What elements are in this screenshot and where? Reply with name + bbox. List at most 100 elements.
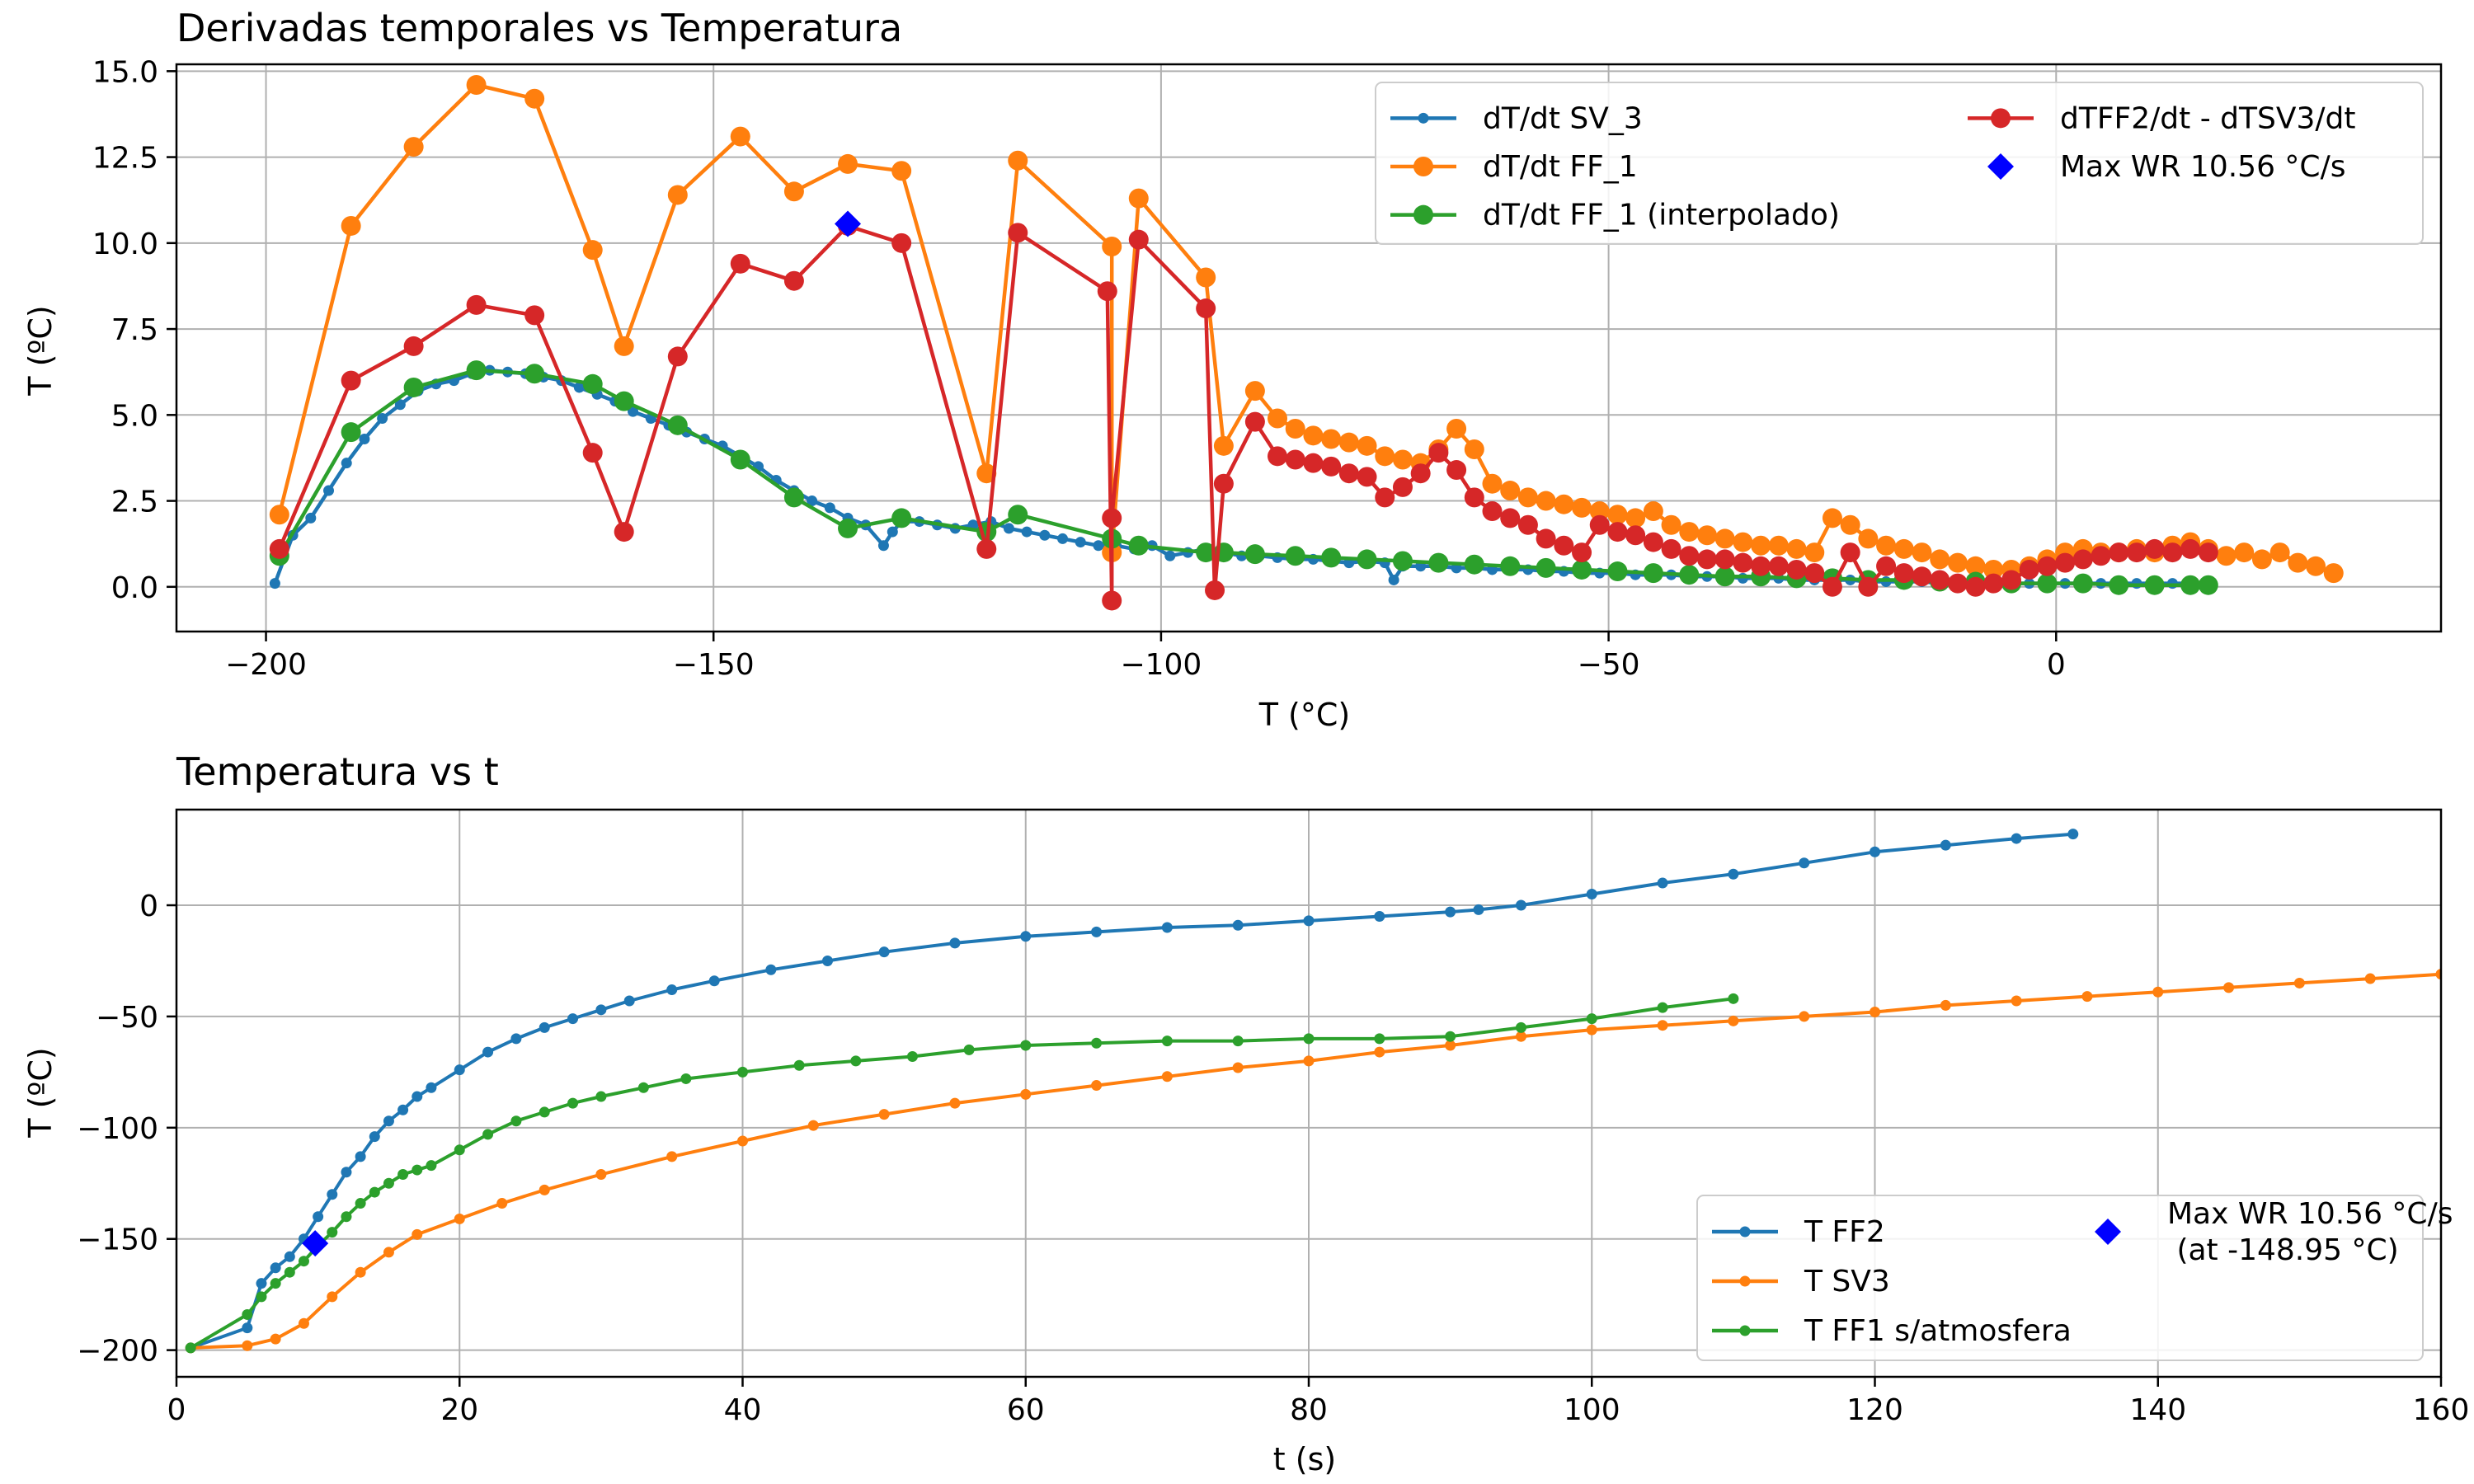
derivadas-data-point bbox=[1268, 408, 1288, 429]
derivadas-data-point bbox=[1003, 523, 1014, 534]
temperatura-data-point bbox=[2081, 991, 2093, 1003]
derivadas-data-point bbox=[2198, 542, 2218, 563]
temperatura-data-point bbox=[1728, 993, 1739, 1004]
temperatura-y-tick-label: 0 bbox=[139, 890, 158, 923]
derivadas-data-point bbox=[1661, 538, 1681, 559]
derivadas-data-point bbox=[1388, 574, 1399, 585]
derivadas-data-point bbox=[614, 391, 634, 411]
derivadas-data-point bbox=[1858, 576, 1879, 597]
derivadas-data-point bbox=[1679, 522, 1700, 542]
temperatura-data-point bbox=[1091, 926, 1103, 937]
derivadas-data-point bbox=[1357, 549, 1377, 570]
temperatura-x-tick-label: 140 bbox=[2129, 1393, 2186, 1427]
temperatura-series-0 bbox=[185, 829, 2079, 1354]
derivadas-data-point bbox=[887, 526, 898, 538]
derivadas-data-point bbox=[1589, 514, 1610, 535]
derivadas-data-point bbox=[1733, 532, 1753, 552]
temperatura-x-tick-label: 80 bbox=[1290, 1393, 1328, 1427]
derivadas-data-point bbox=[807, 495, 818, 507]
derivadas-data-point bbox=[1607, 522, 1628, 542]
derivadas-data-point bbox=[341, 422, 361, 443]
temperatura-data-point bbox=[1091, 1080, 1103, 1092]
temperatura-data-point bbox=[369, 1131, 380, 1143]
derivadas-legend-box bbox=[1375, 82, 2424, 245]
derivadas-data-point bbox=[891, 161, 912, 181]
derivadas-data-point bbox=[1930, 570, 1950, 590]
chart-temperatura-legend: T FF2 T SV3 T FF1 s/atmosfera Max WR 10.56 … bbox=[1696, 1195, 2453, 1361]
derivadas-y-tick-label: 0.0 bbox=[111, 571, 158, 605]
derivadas-data-point bbox=[1213, 473, 1234, 494]
derivadas-data-point bbox=[1021, 526, 1032, 538]
derivadas-data-point bbox=[1893, 538, 1914, 559]
derivadas-data-point bbox=[614, 522, 634, 542]
temperatura-data-point bbox=[595, 1168, 607, 1180]
derivadas-data-point bbox=[2198, 575, 2218, 595]
derivadas-data-point bbox=[269, 578, 280, 589]
derivadas-data-point bbox=[1679, 546, 1700, 566]
temperatura-data-point bbox=[341, 1167, 352, 1178]
temperatura-data-point bbox=[680, 1073, 692, 1084]
temperatura-data-point bbox=[666, 1151, 678, 1162]
derivadas-data-point bbox=[1554, 535, 1574, 556]
temperatura-x-tick-label: 0 bbox=[167, 1393, 186, 1427]
derivadas-legend-marker bbox=[1413, 157, 1433, 176]
derivadas-x-tick-label: −50 bbox=[1578, 648, 1640, 682]
derivadas-data-point bbox=[1572, 542, 1592, 563]
chart-derivadas-ticks: −200 −150 −100 −50 0 0.0 2.5 5.0 7.5 10.0 12.5 15.0 bbox=[92, 55, 2066, 682]
derivadas-data-point bbox=[1804, 542, 1825, 563]
derivadas-x-tick-label: −150 bbox=[673, 648, 755, 682]
derivadas-data-point bbox=[1536, 491, 1556, 511]
temperatura-data-point bbox=[2011, 995, 2022, 1007]
derivadas-data-point bbox=[1338, 432, 1359, 453]
derivadas-data-point bbox=[1303, 453, 1324, 473]
derivadas-data-point bbox=[2109, 575, 2129, 595]
temperatura-data-point bbox=[355, 1151, 366, 1162]
temperatura-data-point bbox=[878, 946, 890, 958]
temperatura-legend-entry: T FF1 s/atmosfera bbox=[1712, 1314, 2072, 1348]
temperatura-x-tick-label: 20 bbox=[440, 1393, 478, 1427]
temperatura-data-point bbox=[1515, 1021, 1526, 1033]
derivadas-data-point bbox=[783, 270, 804, 291]
derivadas-data-point bbox=[1643, 501, 1663, 522]
derivadas-data-point bbox=[1244, 381, 1265, 402]
temperatura-data-point bbox=[242, 1308, 253, 1320]
temperatura-data-point bbox=[270, 1262, 281, 1274]
derivadas-data-point bbox=[1196, 542, 1216, 563]
derivadas-x-tick-label: 0 bbox=[2047, 648, 2066, 682]
derivadas-series-3 bbox=[269, 215, 2218, 611]
temperatura-x-tick-label: 60 bbox=[1007, 1393, 1045, 1427]
temperatura-data-point bbox=[567, 1097, 579, 1109]
derivadas-data-point bbox=[1876, 535, 1897, 556]
derivadas-data-point bbox=[2288, 552, 2308, 573]
derivadas-data-point bbox=[1128, 535, 1149, 556]
derivadas-data-point bbox=[1517, 487, 1538, 508]
derivadas-legend-entry: dTFF2/dt - dTSV3/dt bbox=[1968, 101, 2355, 135]
temperatura-data-point bbox=[383, 1177, 394, 1189]
temperatura-data-point bbox=[341, 1211, 352, 1223]
chart-temperatura: Temperatura vs t 0 20 40 60 80 100 120 140 160 −2… bbox=[22, 749, 2469, 1477]
temperatura-data-point bbox=[284, 1266, 295, 1278]
derivadas-data-point bbox=[1285, 449, 1305, 470]
derivadas-data-point bbox=[1008, 223, 1028, 243]
temperatura-data-point bbox=[1940, 839, 1951, 851]
temperatura-x-tick-label: 40 bbox=[724, 1393, 762, 1427]
temperatura-data-point bbox=[482, 1129, 494, 1140]
derivadas-legend-entry: dT/dt SV_3 bbox=[1390, 101, 1643, 135]
derivadas-data-point bbox=[2162, 542, 2183, 563]
temperatura-x-tick-label: 100 bbox=[1564, 1393, 1620, 1427]
derivadas-data-point bbox=[1464, 439, 1484, 460]
temperatura-data-point bbox=[270, 1278, 281, 1289]
derivadas-data-point bbox=[1102, 590, 1122, 611]
derivadas-data-point bbox=[2180, 538, 2201, 559]
derivadas-data-point bbox=[1075, 537, 1086, 548]
derivadas-data-point bbox=[466, 294, 487, 315]
chart-derivadas-x-axis-label: T (°C) bbox=[1258, 697, 1350, 733]
derivadas-data-point bbox=[2216, 546, 2236, 566]
chart-temperatura-y-axis-label: T (ºC) bbox=[22, 1047, 59, 1138]
derivadas-data-point bbox=[2037, 573, 2058, 594]
temperatura-data-point bbox=[807, 1120, 819, 1131]
derivadas-data-point bbox=[2144, 575, 2165, 595]
derivadas-data-point bbox=[2306, 556, 2326, 576]
derivadas-data-point bbox=[1093, 540, 1104, 552]
derivadas-data-point bbox=[524, 88, 545, 109]
